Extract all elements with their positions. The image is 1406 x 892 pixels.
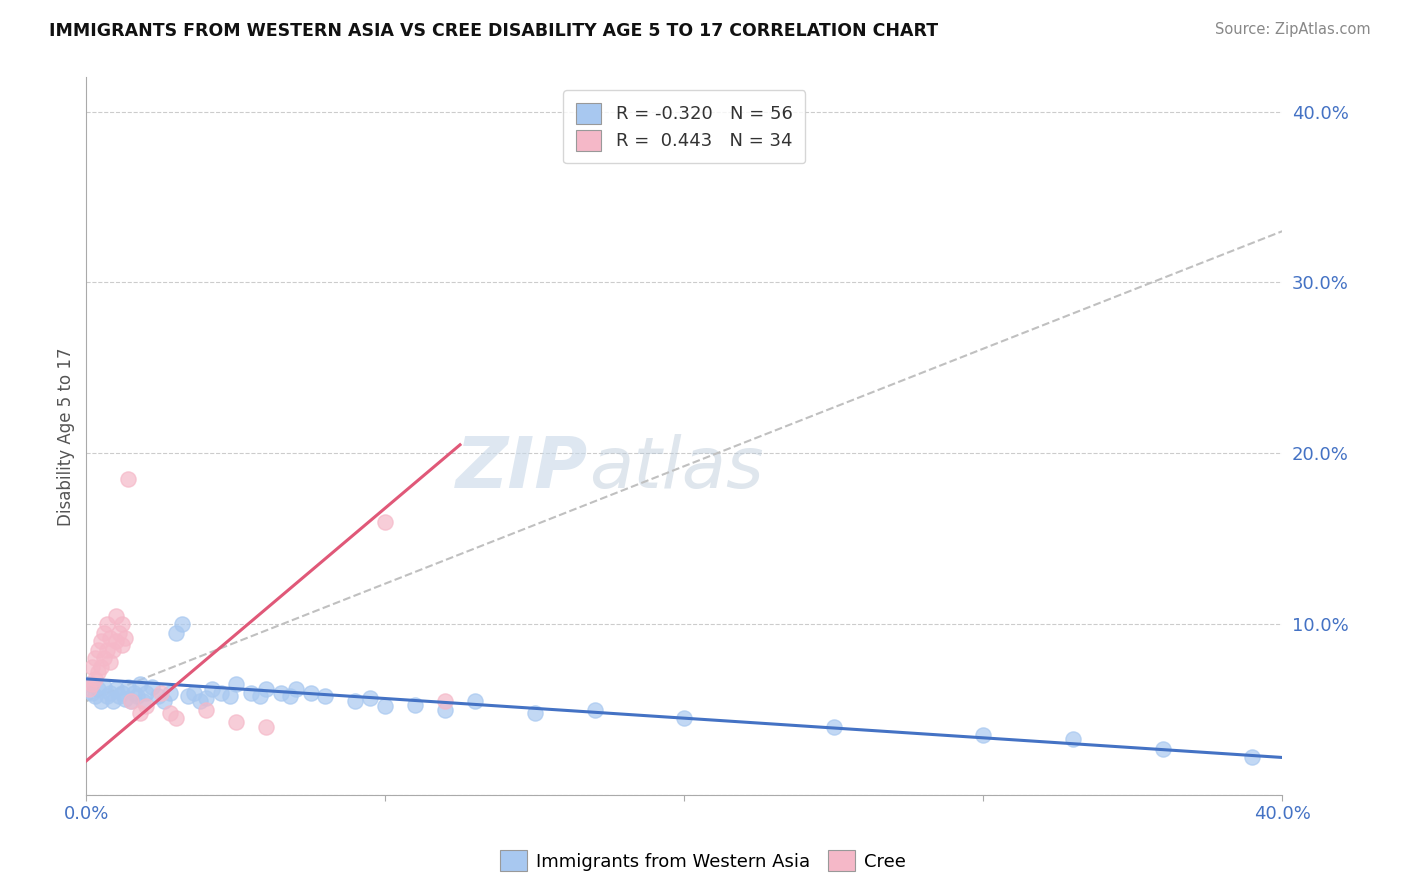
Point — [90, 694, 112, 708]
Point — [270, 685, 292, 699]
Point — [108, 625, 131, 640]
Point — [105, 682, 128, 697]
Point — [132, 694, 155, 708]
Point — [209, 685, 232, 699]
Point — [464, 694, 486, 708]
Y-axis label: Disability Age 5 to 17: Disability Age 5 to 17 — [58, 347, 75, 525]
Point — [84, 672, 107, 686]
Point — [225, 714, 247, 729]
Point — [105, 634, 128, 648]
Point — [103, 643, 125, 657]
Point — [111, 638, 134, 652]
Point — [823, 720, 845, 734]
Point — [165, 625, 187, 640]
Point — [96, 689, 118, 703]
Legend: Immigrants from Western Asia, Cree: Immigrants from Western Asia, Cree — [492, 843, 914, 879]
Point — [434, 694, 457, 708]
Point — [159, 706, 181, 720]
Point — [972, 728, 994, 742]
Point — [98, 655, 121, 669]
Point — [225, 677, 247, 691]
Point — [111, 617, 134, 632]
Point — [374, 515, 396, 529]
Point — [87, 682, 110, 697]
Point — [150, 685, 173, 699]
Point — [201, 682, 224, 697]
Point — [1062, 731, 1084, 746]
Point — [108, 689, 131, 703]
Point — [523, 706, 546, 720]
Point — [90, 660, 112, 674]
Point — [299, 685, 322, 699]
Point — [159, 685, 181, 699]
Point — [117, 472, 139, 486]
Point — [344, 694, 367, 708]
Point — [114, 692, 136, 706]
Point — [146, 689, 169, 703]
Point — [98, 685, 121, 699]
Point — [218, 689, 240, 703]
Point — [177, 689, 200, 703]
Point — [87, 643, 110, 657]
Point — [284, 682, 307, 697]
Point — [84, 651, 107, 665]
Text: atlas: atlas — [589, 434, 763, 503]
Point — [374, 699, 396, 714]
Point — [93, 651, 115, 665]
Point — [239, 685, 262, 699]
Point — [122, 685, 145, 699]
Point — [93, 681, 115, 695]
Point — [114, 631, 136, 645]
Point — [135, 699, 157, 714]
Point — [165, 711, 187, 725]
Point — [105, 608, 128, 623]
Point — [254, 720, 277, 734]
Point — [170, 617, 193, 632]
Point — [183, 685, 205, 699]
Point — [141, 681, 163, 695]
Point — [194, 703, 217, 717]
Point — [77, 677, 100, 691]
Point — [77, 682, 100, 697]
Point — [673, 711, 696, 725]
Point — [434, 703, 457, 717]
Point — [96, 617, 118, 632]
Text: Source: ZipAtlas.com: Source: ZipAtlas.com — [1215, 22, 1371, 37]
Point — [117, 681, 139, 695]
Point — [82, 685, 104, 699]
Point — [278, 689, 301, 703]
Point — [93, 625, 115, 640]
Point — [314, 689, 336, 703]
Text: ZIP: ZIP — [457, 434, 589, 503]
Point — [129, 706, 152, 720]
Point — [1152, 742, 1174, 756]
Point — [111, 685, 134, 699]
Point — [98, 631, 121, 645]
Point — [87, 665, 110, 679]
Point — [194, 690, 217, 705]
Point — [82, 660, 104, 674]
Point — [129, 677, 152, 691]
Point — [84, 689, 107, 703]
Point — [120, 694, 142, 708]
Point — [82, 677, 104, 691]
Point — [96, 643, 118, 657]
Point — [583, 703, 606, 717]
Legend: R = -0.320   N = 56, R =  0.443   N = 34: R = -0.320 N = 56, R = 0.443 N = 34 — [564, 90, 806, 163]
Point — [127, 689, 149, 703]
Point — [153, 694, 176, 708]
Point — [1241, 750, 1264, 764]
Text: IMMIGRANTS FROM WESTERN ASIA VS CREE DISABILITY AGE 5 TO 17 CORRELATION CHART: IMMIGRANTS FROM WESTERN ASIA VS CREE DIS… — [49, 22, 938, 40]
Point — [135, 685, 157, 699]
Point — [188, 694, 211, 708]
Point — [90, 634, 112, 648]
Point — [120, 694, 142, 708]
Point — [103, 694, 125, 708]
Point — [254, 682, 277, 697]
Point — [359, 690, 381, 705]
Point — [249, 689, 271, 703]
Point — [404, 698, 426, 712]
